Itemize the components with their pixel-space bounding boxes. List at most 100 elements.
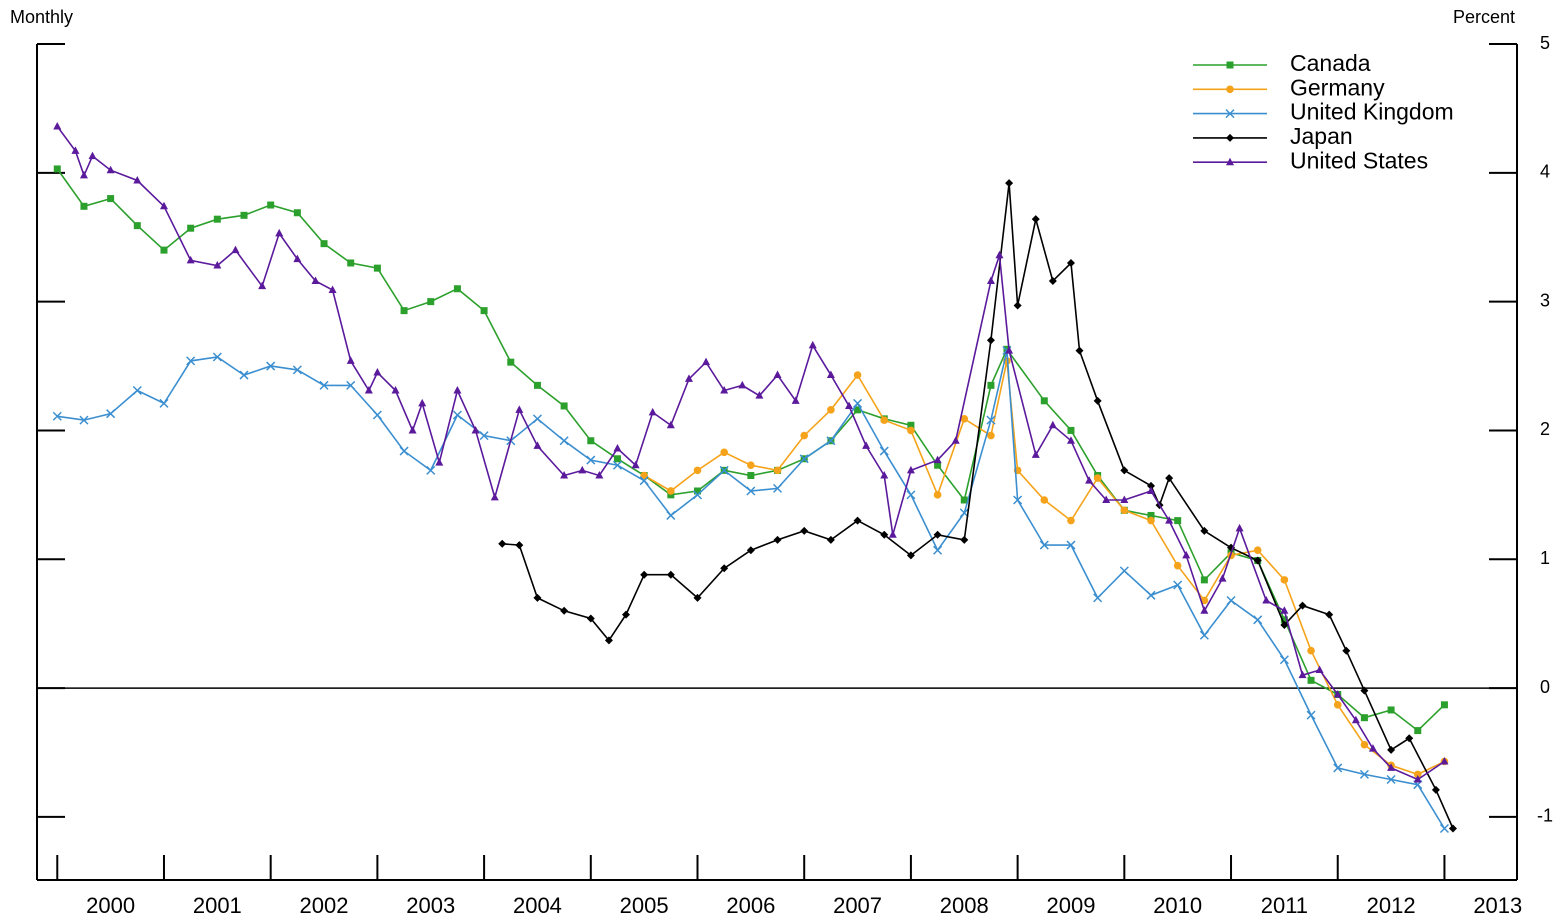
- marker: [640, 570, 649, 579]
- marker: [906, 465, 915, 474]
- x-tick-label: 2002: [300, 893, 349, 918]
- marker: [533, 441, 542, 449]
- marker: [399, 446, 409, 456]
- marker: [702, 357, 711, 366]
- marker: [853, 398, 863, 408]
- marker: [1253, 556, 1262, 565]
- marker: [694, 487, 702, 495]
- marker: [1182, 550, 1191, 559]
- marker: [1360, 714, 1368, 722]
- marker: [427, 298, 435, 306]
- marker: [498, 539, 507, 548]
- marker: [1200, 576, 1208, 584]
- marker: [328, 285, 337, 294]
- marker: [986, 276, 995, 285]
- marker: [1351, 715, 1360, 724]
- marker: [1173, 580, 1183, 590]
- marker: [1280, 616, 1288, 624]
- marker: [987, 431, 995, 440]
- marker: [160, 246, 168, 254]
- marker: [960, 535, 969, 544]
- x-tick-label: 2011: [1261, 893, 1308, 918]
- marker: [53, 121, 62, 130]
- marker: [1119, 566, 1129, 576]
- marker: [934, 461, 942, 469]
- marker: [515, 541, 524, 550]
- marker: [933, 530, 942, 539]
- marker: [826, 535, 835, 544]
- marker: [373, 367, 382, 376]
- marker: [1005, 179, 1014, 188]
- marker: [648, 407, 657, 416]
- marker: [418, 398, 427, 407]
- marker: [1298, 601, 1307, 610]
- marker: [1387, 745, 1396, 754]
- marker: [435, 458, 444, 466]
- marker: [1093, 474, 1102, 482]
- marker: [799, 454, 809, 464]
- marker: [240, 211, 248, 219]
- y-axis-label: Percent: [1453, 7, 1515, 27]
- marker: [533, 381, 541, 389]
- marker: [1218, 574, 1227, 582]
- marker: [88, 151, 97, 160]
- marker: [808, 340, 817, 349]
- marker: [239, 370, 249, 380]
- marker: [52, 411, 62, 421]
- x-tick-label: 2006: [726, 893, 775, 918]
- marker: [347, 259, 355, 267]
- marker: [1048, 277, 1057, 286]
- marker: [212, 352, 222, 362]
- marker: [346, 380, 356, 390]
- marker: [373, 264, 381, 272]
- marker: [631, 460, 640, 469]
- x-tick-label: 2013: [1473, 893, 1522, 918]
- x-tick-label: 2001: [193, 893, 242, 918]
- marker: [667, 491, 675, 499]
- marker: [106, 409, 116, 419]
- marker: [719, 465, 729, 475]
- marker: [559, 436, 569, 446]
- marker: [1066, 540, 1076, 550]
- legend-label: Germany: [1290, 74, 1385, 100]
- series-line: [57, 350, 1446, 829]
- marker: [426, 465, 436, 475]
- marker: [1013, 301, 1022, 310]
- marker: [773, 483, 783, 493]
- marker: [515, 405, 524, 413]
- marker: [1440, 701, 1448, 709]
- marker: [187, 224, 195, 232]
- marker: [213, 261, 222, 269]
- marker: [1039, 540, 1049, 550]
- marker: [613, 443, 622, 452]
- y-tick-label: 3: [1540, 290, 1550, 310]
- x-tick-label: 2003: [406, 893, 455, 918]
- x-tick-label: 2008: [940, 893, 989, 918]
- marker: [267, 201, 275, 209]
- marker: [854, 406, 862, 414]
- marker: [622, 610, 631, 619]
- marker: [132, 385, 142, 396]
- marker: [1040, 397, 1048, 405]
- marker: [1120, 506, 1129, 515]
- marker: [71, 146, 80, 154]
- marker: [692, 490, 703, 500]
- marker: [258, 281, 267, 290]
- marker: [319, 380, 329, 390]
- marker: [1120, 466, 1129, 475]
- marker: [1298, 670, 1307, 679]
- x-tick-label: 2007: [833, 893, 882, 918]
- marker: [1093, 396, 1102, 405]
- y-tick-label: 4: [1540, 162, 1550, 182]
- marker: [1405, 734, 1414, 743]
- marker: [1235, 523, 1244, 532]
- marker: [1368, 744, 1377, 752]
- marker: [159, 398, 169, 408]
- marker: [1333, 763, 1343, 773]
- series-line: [502, 183, 1454, 829]
- marker: [666, 510, 676, 520]
- marker: [826, 436, 836, 446]
- marker: [1440, 756, 1449, 765]
- series-line: [56, 125, 1445, 781]
